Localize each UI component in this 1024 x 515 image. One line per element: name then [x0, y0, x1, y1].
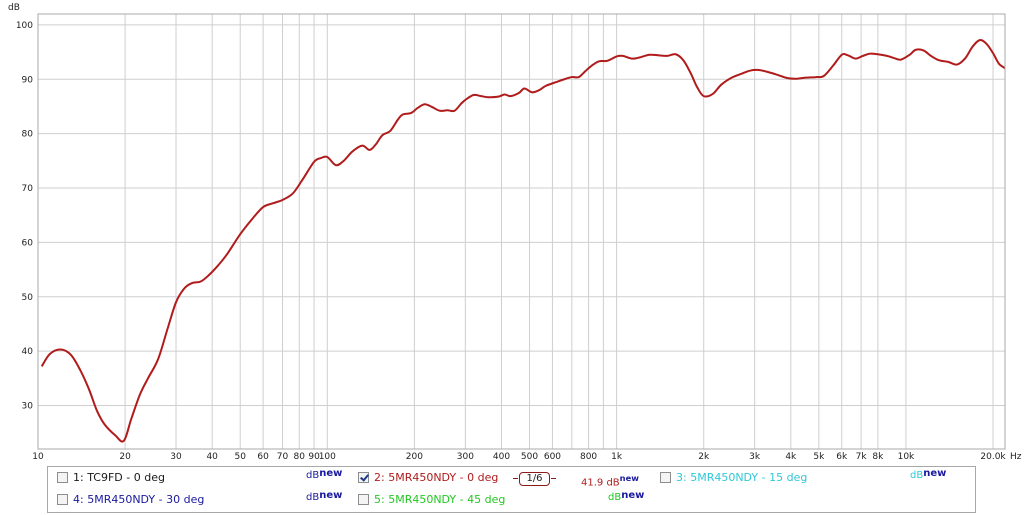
smoothing-text: 1/6: [526, 473, 543, 484]
y-tick-label: 30: [22, 402, 34, 412]
legend-checkbox-5[interactable]: [358, 494, 369, 505]
x-tick-label: 3k: [749, 452, 761, 462]
y-tick-label: 60: [22, 238, 34, 248]
x-tick-label: 20: [119, 452, 131, 462]
legend-entry-5[interactable]: 5: 5MR450NDY - 45 deg: [358, 493, 505, 506]
x-tick-label: 200: [406, 452, 423, 462]
y-tick-label: 100: [16, 21, 33, 31]
legend-db-button-3[interactable]: dBnew: [910, 468, 947, 482]
db-new-text: new: [923, 468, 947, 479]
legend-checkbox-2[interactable]: [358, 472, 369, 483]
x-tick-label: 1k: [611, 452, 623, 462]
y-tick-label: 70: [22, 184, 34, 194]
x-tick-label: 10: [32, 452, 44, 462]
db-new-text: new: [319, 490, 343, 501]
x-axis-label: Hz: [1010, 452, 1022, 462]
y-tick-label: 50: [22, 293, 34, 303]
x-tick-label: 20.0k: [980, 452, 1006, 462]
legend-db-button-5[interactable]: dBnew: [608, 490, 645, 504]
x-tick-label: 800: [580, 452, 597, 462]
y-tick-label: 90: [22, 75, 34, 85]
x-tick-label: 600: [544, 452, 561, 462]
legend-db-button-4[interactable]: dBnew: [306, 490, 343, 504]
x-tick-label: 8k: [872, 452, 884, 462]
y-tick-label: 40: [22, 347, 34, 357]
x-tick-label: 80: [294, 452, 306, 462]
db-text: dB: [910, 470, 924, 481]
db-new-text: new: [619, 473, 639, 483]
legend-entry-2[interactable]: 2: 5MR450NDY - 0 deg: [358, 471, 498, 484]
db-text: dB: [306, 492, 320, 503]
x-tick-label: 40: [206, 452, 218, 462]
series-line: [40, 39, 1005, 443]
x-tick-label: 5k: [813, 452, 825, 462]
plot-frame: [37, 13, 1006, 450]
smoothing-selector[interactable]: 1/6: [513, 472, 556, 486]
db-text: dB: [608, 492, 622, 503]
legend-entry-4[interactable]: 4: 5MR450NDY - 30 deg: [57, 493, 204, 506]
db-new-text: new: [319, 468, 343, 479]
db-new-text: new: [621, 490, 645, 501]
x-tick-label: 30: [170, 452, 182, 462]
x-tick-label: 50: [234, 452, 246, 462]
legend-level-2: 41.9 dBnew: [581, 473, 639, 488]
y-axis-ticks: 30 40 50 60 70 80 90 100: [16, 21, 33, 412]
x-tick-label: 4k: [785, 452, 797, 462]
series-group: [40, 39, 1005, 443]
db-text: dB: [306, 470, 320, 481]
x-tick-label: 70: [277, 452, 289, 462]
x-tick-label: 500: [521, 452, 538, 462]
legend-checkbox-4[interactable]: [57, 494, 68, 505]
x-tick-label: 10k: [898, 452, 915, 462]
x-tick-label: 60: [257, 452, 269, 462]
legend-label-1: 1: TC9FD - 0 deg: [73, 471, 165, 484]
x-tick-label: 400: [493, 452, 510, 462]
x-tick-label: 300: [457, 452, 474, 462]
level-text: 41.9 dB: [581, 477, 620, 489]
grid-lines: [37, 14, 1005, 449]
y-tick-label: 80: [22, 130, 34, 140]
legend-entry-3[interactable]: 3: 5MR450NDY - 15 deg: [660, 471, 807, 484]
x-tick-label: 6k: [836, 452, 848, 462]
legend-label-3: 3: 5MR450NDY - 15 deg: [676, 471, 808, 484]
legend-checkbox-1[interactable]: [57, 472, 68, 483]
legend-label-4: 4: 5MR450NDY - 30 deg: [73, 493, 205, 506]
legend-label-5: 5: 5MR450NDY - 45 deg: [374, 493, 506, 506]
legend-label-2: 2: 5MR450NDY - 0 deg: [374, 471, 499, 484]
legend-panel: 1: TC9FD - 0 deg dBnew 2: 5MR450NDY - 0 …: [47, 466, 976, 513]
legend-entry-1[interactable]: 1: TC9FD - 0 deg: [57, 471, 165, 484]
legend-checkbox-3[interactable]: [660, 472, 671, 483]
y-axis-label: dB: [8, 3, 20, 13]
x-tick-label: 90: [308, 452, 320, 462]
x-tick-label: 100: [319, 452, 336, 462]
legend-db-button-1[interactable]: dBnew: [306, 468, 343, 482]
x-tick-label: 2k: [698, 452, 710, 462]
x-tick-label: 7k: [856, 452, 868, 462]
